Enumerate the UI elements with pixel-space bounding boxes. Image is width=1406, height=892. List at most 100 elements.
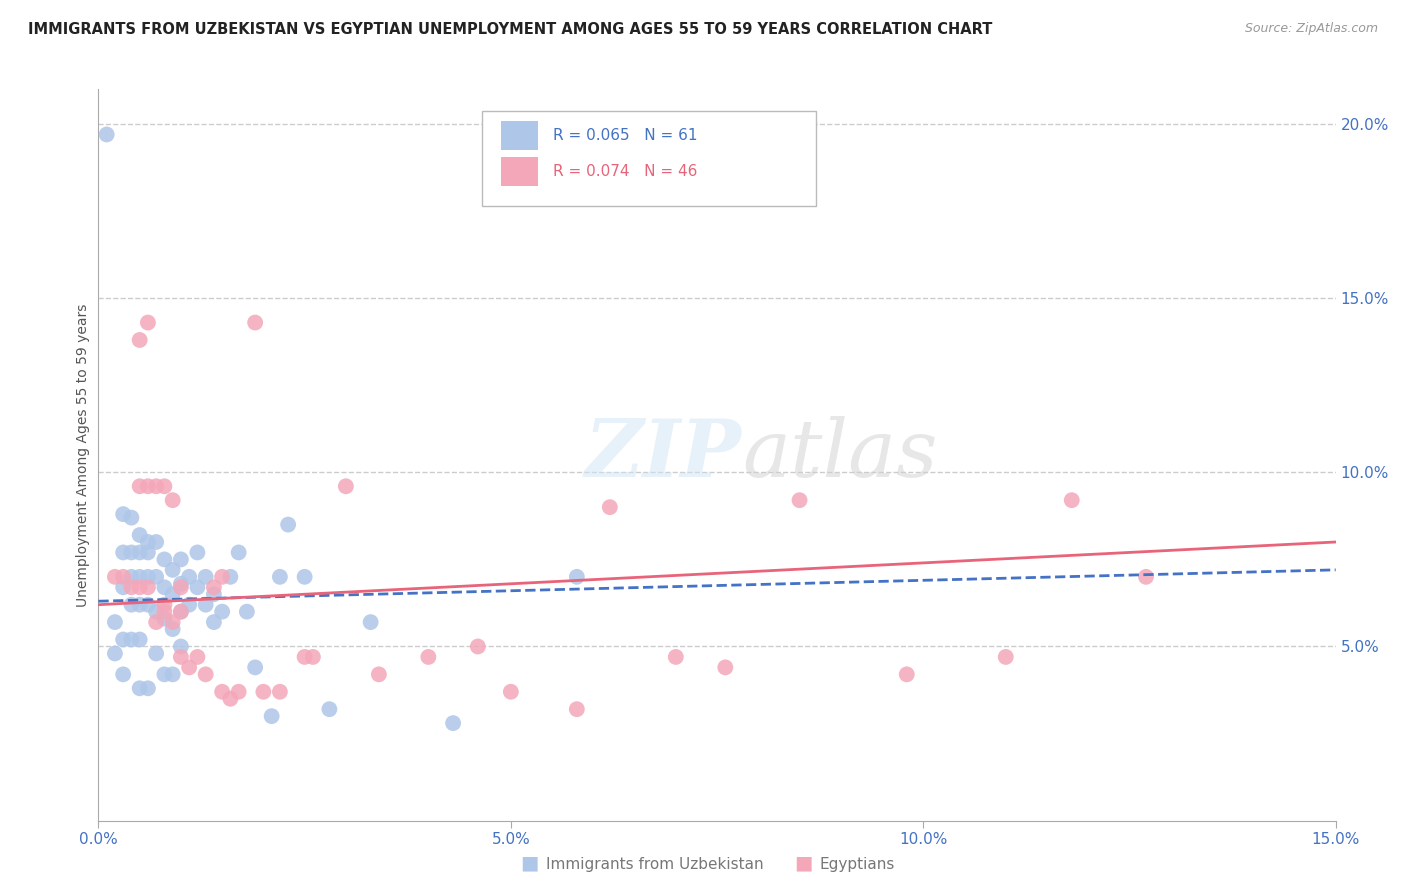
Point — [186, 649, 208, 664]
FancyBboxPatch shape — [501, 120, 537, 150]
Point — [219, 570, 242, 584]
Point — [318, 702, 340, 716]
Point — [145, 605, 167, 619]
Point — [243, 316, 266, 330]
Point — [128, 598, 150, 612]
FancyBboxPatch shape — [482, 112, 815, 206]
Point — [170, 640, 193, 654]
Point — [170, 580, 193, 594]
Text: R = 0.065   N = 61: R = 0.065 N = 61 — [553, 128, 697, 143]
Point — [714, 660, 737, 674]
Point — [211, 685, 233, 699]
Point — [128, 333, 150, 347]
Point — [335, 479, 357, 493]
Point — [302, 649, 325, 664]
Point — [120, 510, 142, 524]
Point — [236, 605, 259, 619]
Point — [145, 570, 167, 584]
Point — [194, 598, 217, 612]
Point — [120, 570, 142, 584]
Point — [162, 622, 184, 636]
Point — [128, 528, 150, 542]
Point — [179, 570, 201, 584]
Point — [260, 709, 283, 723]
Point — [128, 545, 150, 559]
Point — [170, 605, 193, 619]
Point — [136, 598, 159, 612]
Point — [418, 649, 440, 664]
Point — [128, 681, 150, 696]
Point — [252, 685, 274, 699]
Point — [112, 667, 135, 681]
Text: IMMIGRANTS FROM UZBEKISTAN VS EGYPTIAN UNEMPLOYMENT AMONG AGES 55 TO 59 YEARS CO: IMMIGRANTS FROM UZBEKISTAN VS EGYPTIAN U… — [28, 22, 993, 37]
Point — [565, 570, 588, 584]
Point — [228, 545, 250, 559]
Point — [112, 545, 135, 559]
Y-axis label: Unemployment Among Ages 55 to 59 years: Unemployment Among Ages 55 to 59 years — [76, 303, 90, 607]
Text: atlas: atlas — [742, 417, 938, 493]
Text: ■: ■ — [520, 854, 538, 872]
Point — [153, 479, 176, 493]
Point — [162, 563, 184, 577]
Point — [120, 598, 142, 612]
Point — [202, 615, 225, 629]
Point — [565, 702, 588, 716]
Point — [136, 580, 159, 594]
Text: ZIP: ZIP — [585, 417, 742, 493]
Point — [1135, 570, 1157, 584]
Point — [219, 691, 242, 706]
Point — [120, 580, 142, 594]
Point — [441, 716, 464, 731]
Point — [153, 552, 176, 566]
Point — [243, 660, 266, 674]
Point — [120, 632, 142, 647]
Text: R = 0.074   N = 46: R = 0.074 N = 46 — [553, 164, 697, 179]
Point — [136, 535, 159, 549]
Point — [202, 580, 225, 594]
Point — [211, 570, 233, 584]
Point — [145, 535, 167, 549]
Point — [170, 605, 193, 619]
Point — [360, 615, 382, 629]
Point — [162, 667, 184, 681]
Point — [145, 479, 167, 493]
Point — [789, 493, 811, 508]
Point — [665, 649, 688, 664]
Point — [104, 647, 127, 661]
Point — [170, 649, 193, 664]
Point — [128, 580, 150, 594]
Point — [112, 570, 135, 584]
Point — [211, 605, 233, 619]
Point — [294, 570, 316, 584]
Point — [104, 615, 127, 629]
Point — [112, 580, 135, 594]
Point — [162, 587, 184, 601]
Point — [1060, 493, 1083, 508]
Point — [269, 570, 291, 584]
Point — [153, 598, 176, 612]
Point — [136, 545, 159, 559]
Point — [145, 647, 167, 661]
Text: Source: ZipAtlas.com: Source: ZipAtlas.com — [1244, 22, 1378, 36]
Point — [294, 649, 316, 664]
Point — [96, 128, 118, 142]
Point — [599, 500, 621, 515]
Point — [153, 667, 176, 681]
Point — [153, 580, 176, 594]
Point — [128, 632, 150, 647]
Point — [104, 570, 127, 584]
Point — [186, 545, 208, 559]
Point — [194, 570, 217, 584]
Point — [153, 605, 176, 619]
Point — [179, 660, 201, 674]
Point — [153, 612, 176, 626]
Point — [186, 580, 208, 594]
Point — [170, 552, 193, 566]
Point — [128, 570, 150, 584]
Point — [112, 507, 135, 521]
Point — [994, 649, 1017, 664]
Text: Immigrants from Uzbekistan: Immigrants from Uzbekistan — [546, 857, 763, 872]
Point — [467, 640, 489, 654]
Point — [228, 685, 250, 699]
Point — [170, 576, 193, 591]
